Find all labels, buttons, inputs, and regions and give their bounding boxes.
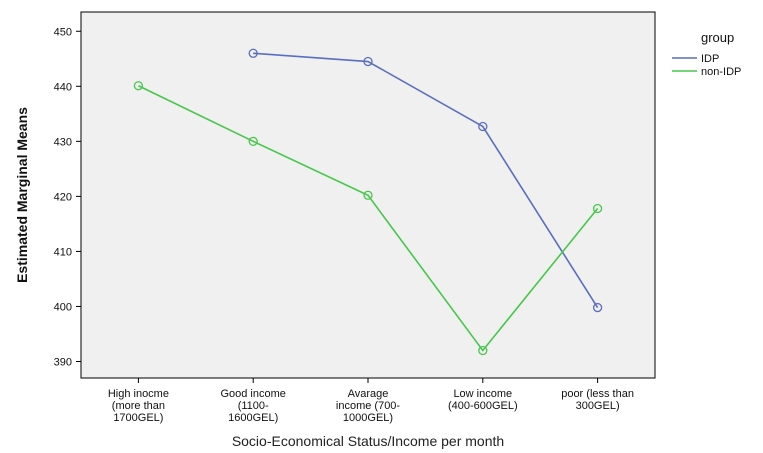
data-point-non-IDP: [478, 345, 488, 356]
x-tick-label-line: 1000GEL): [343, 412, 393, 424]
series-line-non-IDP: [138, 85, 599, 352]
x-tick-label-line: High inocme: [108, 388, 169, 400]
x-tick-label: poor (less than 300GEL): [561, 388, 634, 412]
x-tick-label-line: (1100-: [238, 400, 269, 412]
x-tick-label-line: Good income: [220, 388, 285, 400]
y-tick-label: 420: [54, 191, 72, 203]
x-tick-label-line: 300GEL): [576, 400, 620, 412]
series-layer: [133, 48, 603, 356]
x-axis-title: Socio-Economical Status/Income per month: [232, 433, 504, 449]
x-tick-label-line: 1700GEL): [113, 412, 163, 424]
data-point-IDP: [478, 121, 488, 132]
x-tick-label: High inocme (more than 1700GEL): [108, 388, 169, 424]
series-line-IDP: [253, 52, 599, 308]
x-tick-label-line: Low income: [453, 388, 512, 400]
y-tick-label: 400: [54, 301, 72, 313]
y-tick-label: 390: [54, 356, 72, 368]
y-tick-label: 410: [54, 246, 72, 258]
x-tick-label-line: (400-600GEL): [448, 400, 518, 412]
data-point-IDP: [363, 56, 373, 67]
y-axis: 390 400 410 420 430 440 450: [54, 26, 81, 368]
y-tick-label: 430: [54, 136, 72, 148]
legend-label-non-IDP: non-IDP: [701, 66, 741, 78]
x-tick-label-line: income (700-: [336, 400, 401, 412]
data-point-non-IDP: [248, 136, 258, 146]
x-tick-label: Avarage income (700-1000GEL): [336, 388, 401, 424]
y-tick-label: 450: [54, 26, 72, 38]
x-tick-label-line: (more than: [112, 400, 165, 412]
legend-title: group: [701, 30, 734, 45]
x-tick-label: Good income (1100-1600GEL): [220, 388, 285, 424]
legend-label-IDP: IDP: [701, 53, 719, 65]
y-axis-title: Estimated Marginal Means: [14, 107, 30, 283]
data-point-non-IDP: [592, 203, 603, 214]
x-tick-label-line: poor (less than: [561, 388, 634, 400]
y-tick-label: 440: [54, 81, 72, 93]
data-point-non-IDP: [133, 81, 144, 91]
x-axis: High inocme (more than 1700GEL) Good income…: [108, 378, 634, 424]
data-point-non-IDP: [363, 190, 373, 200]
x-tick-label-line: Avarage: [348, 388, 389, 400]
data-point-IDP: [592, 302, 603, 313]
x-tick-label: Low income (400-600GEL): [448, 388, 518, 412]
x-tick-label-line: 1600GEL): [228, 412, 278, 424]
data-point-IDP: [248, 48, 258, 58]
